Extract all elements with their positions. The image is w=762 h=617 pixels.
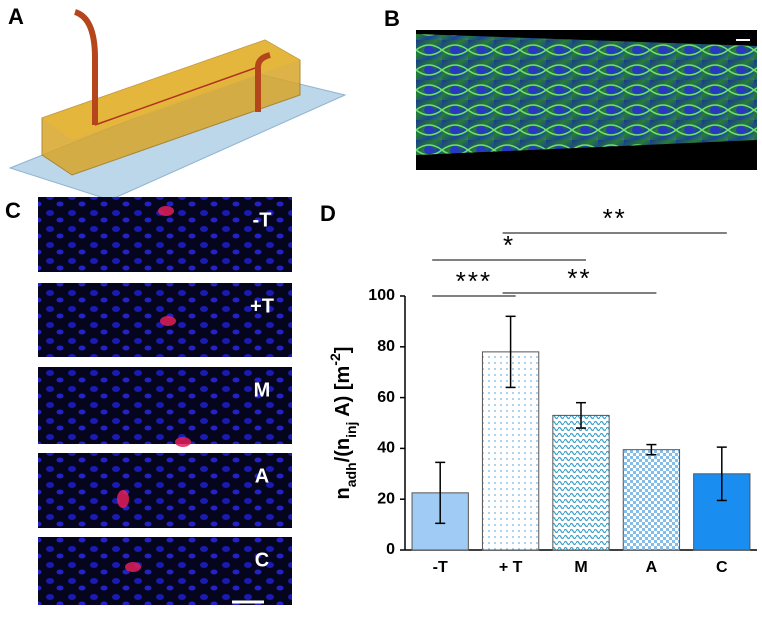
panel-label: A <box>8 4 24 29</box>
micrograph <box>416 34 757 155</box>
y-axis-label-part: /(n <box>332 438 354 462</box>
y-tick-label: 100 <box>368 287 395 304</box>
y-axis-label-part: ] <box>332 347 354 354</box>
significance-label: * <box>503 230 515 260</box>
micrograph <box>38 367 292 444</box>
y-axis-label: nadh/(ninj A) [m-2] <box>327 347 359 500</box>
cell-cluster <box>175 437 191 447</box>
cell-cluster <box>125 562 141 572</box>
y-axis-label-part: n <box>332 487 354 499</box>
panel-label: D <box>320 201 336 226</box>
y-axis-label-part: -2 <box>327 353 343 366</box>
y-axis-label-part: inj <box>343 422 359 438</box>
panel-label: B <box>384 6 400 31</box>
cell-cluster <box>158 206 174 216</box>
x-tick-label: A <box>646 559 658 576</box>
y-tick-label: 60 <box>377 389 395 406</box>
chip-drawing <box>8 9 347 201</box>
image-label: C <box>255 549 269 571</box>
y-tick-label: 80 <box>377 338 395 355</box>
image-label: -T <box>253 209 272 231</box>
micrograph <box>38 453 292 528</box>
x-tick-label: + T <box>499 559 523 576</box>
y-axis-label-part: adh <box>343 462 359 487</box>
image-label: A <box>255 465 269 487</box>
image-label: +T <box>250 295 274 317</box>
x-tick-label: M <box>574 559 587 576</box>
y-tick-label: 40 <box>377 440 395 457</box>
significance-label: *** <box>456 266 492 296</box>
cell-cluster <box>160 316 176 326</box>
micrograph <box>38 537 292 605</box>
y-tick-label: 0 <box>386 541 395 558</box>
image-label: M <box>254 379 271 401</box>
panel-label: C <box>5 198 21 223</box>
y-axis-label-part: A) [m <box>332 366 354 422</box>
bar <box>552 414 610 551</box>
significance-label: ** <box>567 263 591 293</box>
y-tick-label: 20 <box>377 490 395 507</box>
significance-label: ** <box>603 203 627 233</box>
x-tick-label: -T <box>433 559 448 576</box>
cell-cluster <box>117 490 129 508</box>
bar <box>622 449 681 551</box>
x-tick-label: C <box>716 559 728 576</box>
